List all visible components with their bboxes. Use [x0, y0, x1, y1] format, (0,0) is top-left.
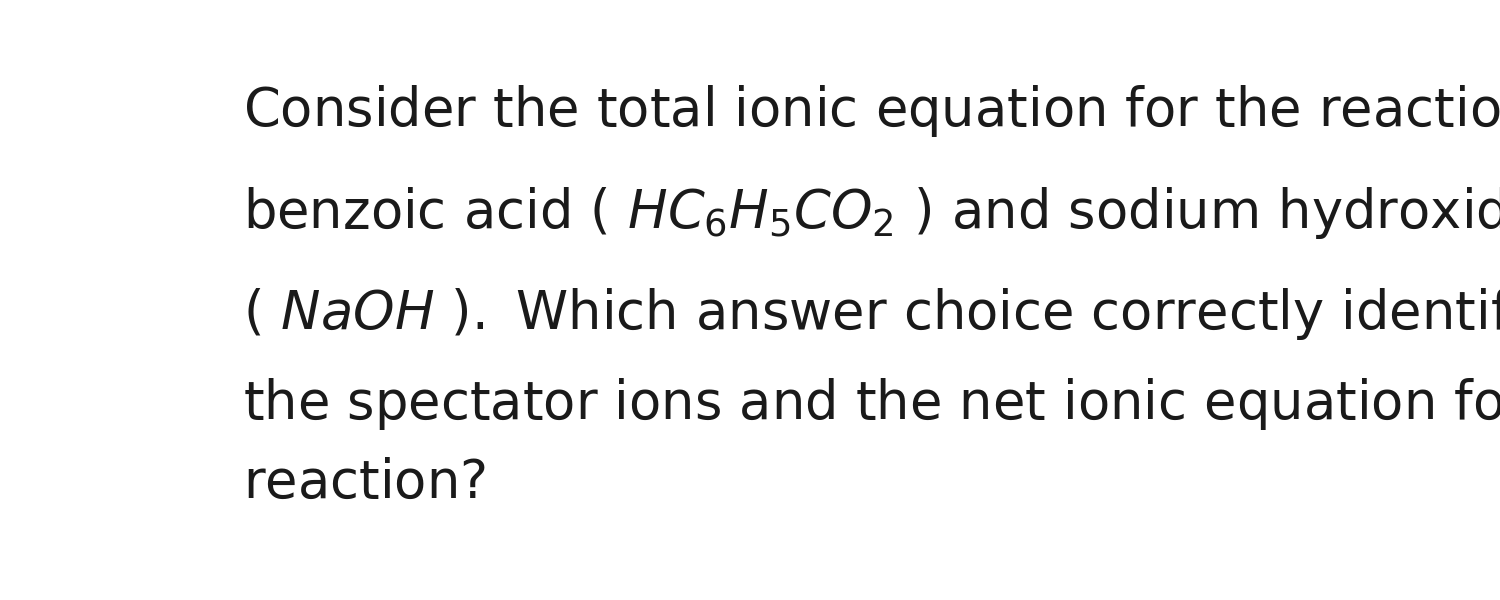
Text: $\mathsf{benzoic\ acid\ (}\ HC_6H_5CO_2\ \mathsf{)\ and\ sodium\ hydroxide}$: $\mathsf{benzoic\ acid\ (}\ HC_6H_5CO_2\…: [243, 185, 1500, 241]
Text: $\mathsf{(}\ NaOH\ \mathsf{).\ Which\ answer\ choice\ correctly\ identifies}$: $\mathsf{(}\ NaOH\ \mathsf{).\ Which\ an…: [243, 286, 1500, 342]
Text: $\mathsf{reaction?}$: $\mathsf{reaction?}$: [243, 457, 486, 509]
Text: $\mathsf{the\ spectator\ ions\ and\ the\ net\ ionic\ equation\ for\ this}$: $\mathsf{the\ spectator\ ions\ and\ the\…: [243, 376, 1500, 433]
Text: $\mathsf{Consider\ the\ total\ ionic\ equation\ for\ the\ reaction\ of}$: $\mathsf{Consider\ the\ total\ ionic\ eq…: [243, 83, 1500, 139]
